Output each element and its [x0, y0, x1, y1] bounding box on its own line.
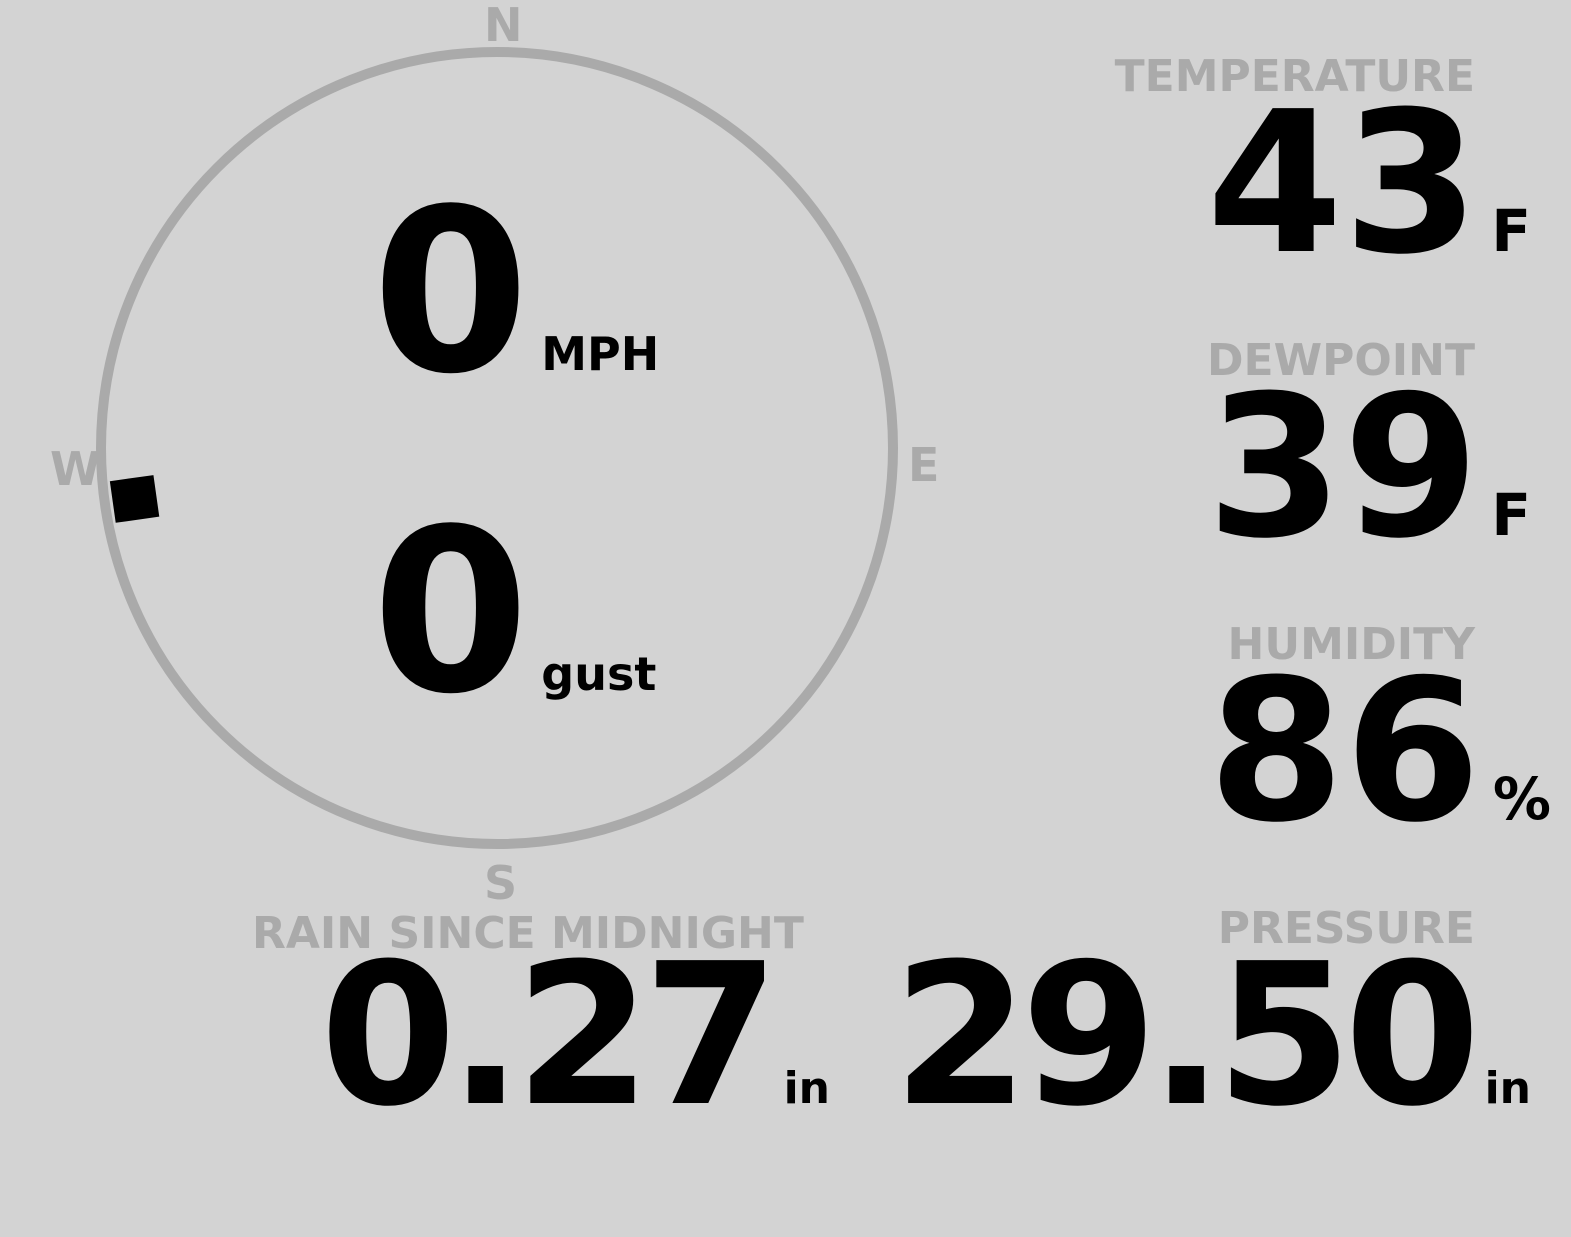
wind-speed-value: 0: [372, 161, 530, 424]
humidity-unit: %: [1492, 765, 1551, 833]
dewpoint-label: DEWPOINT: [1207, 335, 1475, 386]
compass-ring: [96, 47, 898, 849]
humidity-row: 86 %: [1208, 654, 1551, 850]
temperature-row: 43 F: [1207, 86, 1531, 282]
wind-speed-unit: MPH: [541, 327, 660, 381]
pressure-value: 29.50: [892, 922, 1481, 1150]
wind-gust-row: 0 gust: [372, 500, 656, 726]
pressure-label: PRESSURE: [1217, 903, 1475, 954]
pressure-row: 29.50 in: [893, 938, 1531, 1134]
dewpoint-value: 39: [1206, 354, 1480, 582]
wind-compass: [96, 47, 898, 849]
wind-gust-value: 0: [372, 481, 530, 744]
rain-row: 0.27 in: [320, 938, 830, 1134]
compass-e: E: [908, 438, 940, 492]
rain-label: RAIN SINCE MIDNIGHT: [252, 908, 804, 959]
humidity-label: HUMIDITY: [1227, 619, 1475, 670]
rain-value: 0.27: [320, 922, 780, 1150]
compass-w: W: [50, 442, 101, 496]
dewpoint-unit: F: [1491, 481, 1531, 549]
rain-unit: in: [783, 1063, 830, 1114]
compass-n: N: [484, 0, 523, 52]
pressure-unit: in: [1484, 1063, 1531, 1114]
wind-direction-marker: [109, 475, 160, 523]
temperature-unit: F: [1491, 197, 1531, 265]
temperature-value: 43: [1206, 70, 1480, 298]
wind-speed-row: 0 MPH: [372, 180, 659, 406]
dewpoint-row: 39 F: [1207, 370, 1531, 566]
compass-s: S: [484, 856, 518, 910]
humidity-value: 86: [1208, 638, 1481, 866]
wind-gust-unit: gust: [541, 647, 657, 701]
temperature-label: TEMPERATURE: [1114, 51, 1475, 102]
